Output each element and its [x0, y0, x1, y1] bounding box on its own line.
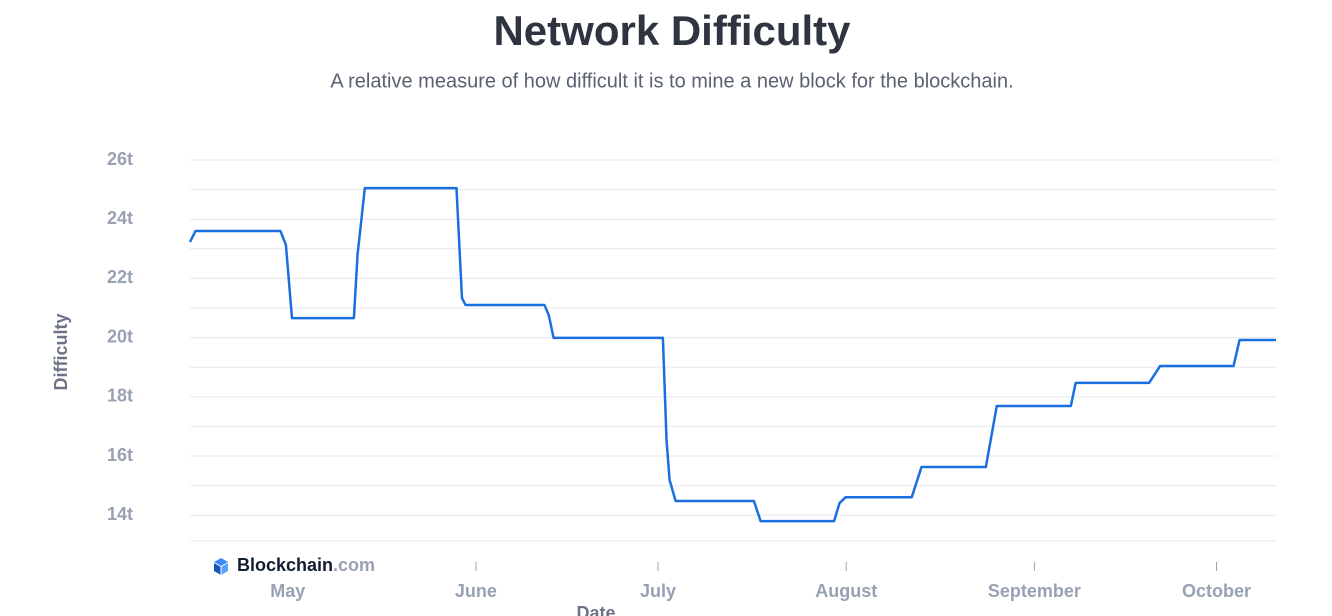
- x-tick-label: August: [815, 581, 877, 601]
- watermark-suffix: .com: [333, 555, 375, 575]
- y-axis-label: Difficulty: [51, 313, 71, 390]
- y-tick-label: 18t: [107, 386, 133, 406]
- y-tick-label: 22t: [107, 267, 133, 287]
- x-axis-label: Date: [576, 603, 615, 616]
- y-tick-label: 14t: [107, 504, 133, 524]
- logo-icon: [214, 558, 228, 566]
- x-tick-label: May: [270, 581, 305, 601]
- x-tick-label: October: [1182, 581, 1251, 601]
- watermark: Blockchain.com: [214, 555, 375, 575]
- watermark-name: Blockchain: [237, 555, 333, 575]
- y-tick-label: 24t: [107, 208, 133, 228]
- logo-icon: [221, 563, 228, 575]
- chart-title: Network Difficulty: [493, 7, 851, 54]
- watermark-text: Blockchain.com: [237, 555, 375, 575]
- x-tick-label: July: [640, 581, 676, 601]
- data-line: [188, 186, 1276, 523]
- x-tick-label: September: [988, 581, 1081, 601]
- x-tick-label: June: [455, 581, 497, 601]
- y-tick-label: 16t: [107, 445, 133, 465]
- y-tick-label: 20t: [107, 326, 133, 346]
- logo-icon: [214, 563, 221, 575]
- y-tick-label: 26t: [107, 149, 133, 169]
- chart-subtitle: A relative measure of how difficult it i…: [330, 70, 1013, 92]
